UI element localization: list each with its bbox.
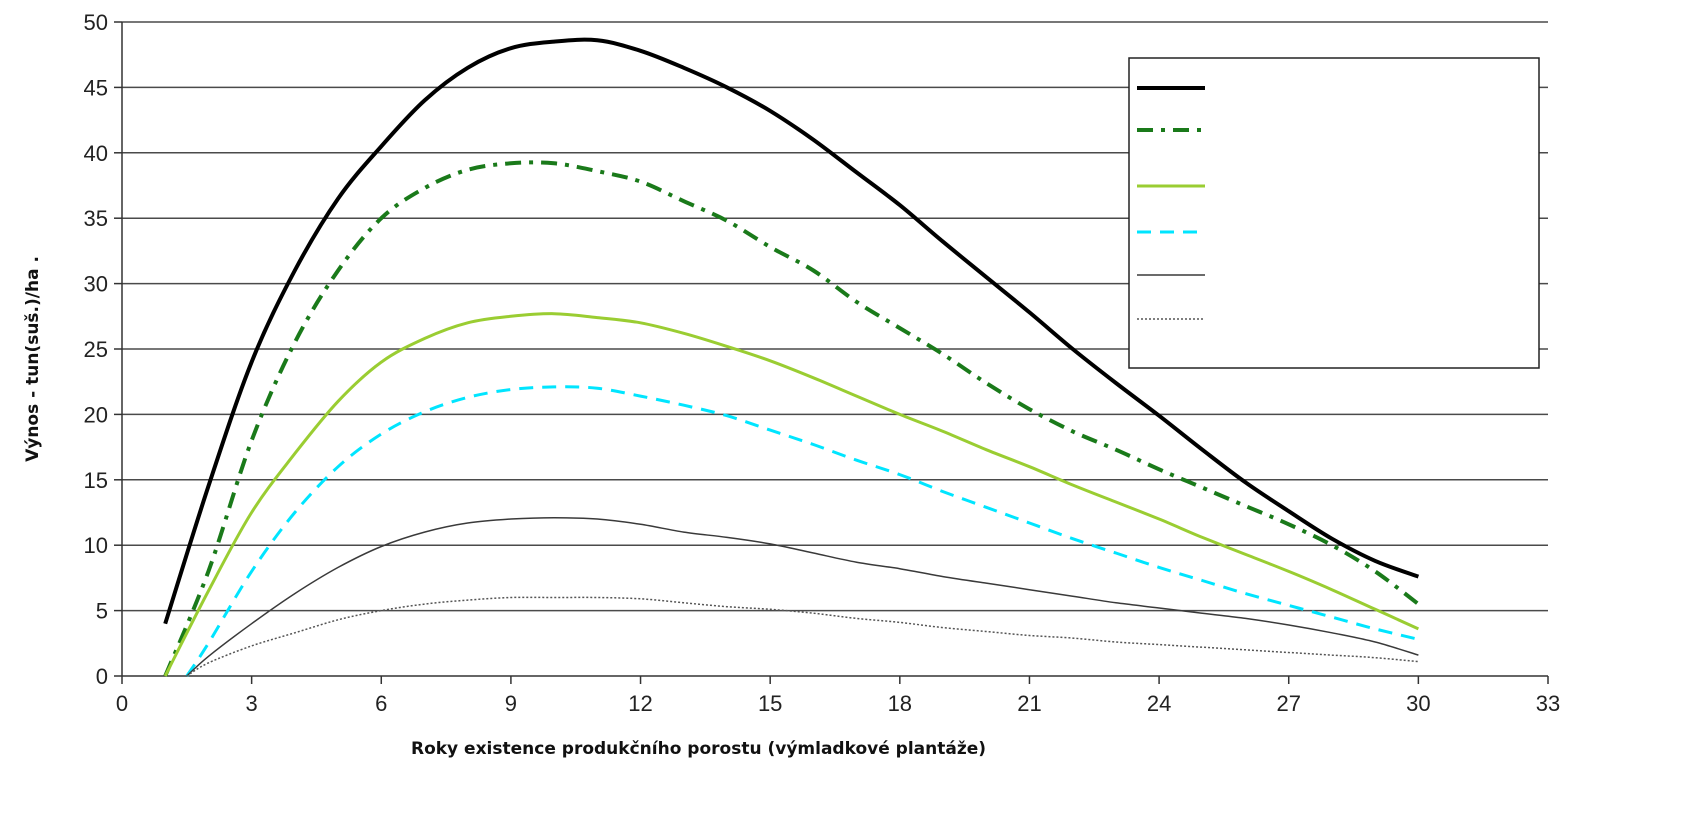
x-tick-label: 33 — [1536, 691, 1560, 716]
series-line-2 — [163, 160, 1420, 677]
y-axis-title: Výnos - tun(suš.)/ha . — [23, 256, 43, 462]
series-line-1 — [163, 37, 1420, 625]
y-tick-label: 5 — [96, 599, 108, 624]
y-tick-labels: 0 5 10 15 20 25 30 35 40 45 50 — [84, 10, 108, 689]
series-line-4 — [185, 385, 1419, 677]
x-tick-labels: 0 3 6 9 12 15 18 21 24 27 30 33 — [116, 691, 1560, 716]
legend — [1128, 57, 1540, 369]
y-tick-label: 20 — [84, 402, 108, 427]
x-tick-label: 27 — [1276, 691, 1300, 716]
series-line-5 — [186, 516, 1419, 677]
y-tick-label: 15 — [84, 468, 108, 493]
y-tick-label: 0 — [96, 664, 108, 689]
y-tick-label: 35 — [84, 206, 108, 231]
series-lines — [163, 37, 1420, 677]
y-tick-label: 45 — [84, 75, 108, 100]
x-tick-label: 12 — [628, 691, 652, 716]
y-tick-label: 30 — [84, 272, 108, 297]
x-tick-label: 18 — [888, 691, 912, 716]
y-tick-label: 40 — [84, 141, 108, 166]
y-tick-label: 50 — [84, 10, 108, 35]
x-tick-label: 24 — [1147, 691, 1171, 716]
axes — [121, 22, 1549, 684]
x-tick-label: 6 — [375, 691, 387, 716]
y-tick-label: 10 — [84, 533, 108, 558]
x-tick-label: 21 — [1017, 691, 1041, 716]
x-tick-label: 30 — [1406, 691, 1430, 716]
x-tick-label: 3 — [246, 691, 258, 716]
y-tick-label: 25 — [84, 337, 108, 362]
series-line-6 — [186, 596, 1419, 677]
x-axis-title: Roky existence produkčního porostu (výml… — [411, 739, 986, 759]
x-tick-label: 0 — [116, 691, 128, 716]
x-tick-label: 9 — [505, 691, 517, 716]
legend-box — [1128, 57, 1540, 369]
x-tick-label: 15 — [758, 691, 782, 716]
series-line-3 — [163, 312, 1420, 677]
